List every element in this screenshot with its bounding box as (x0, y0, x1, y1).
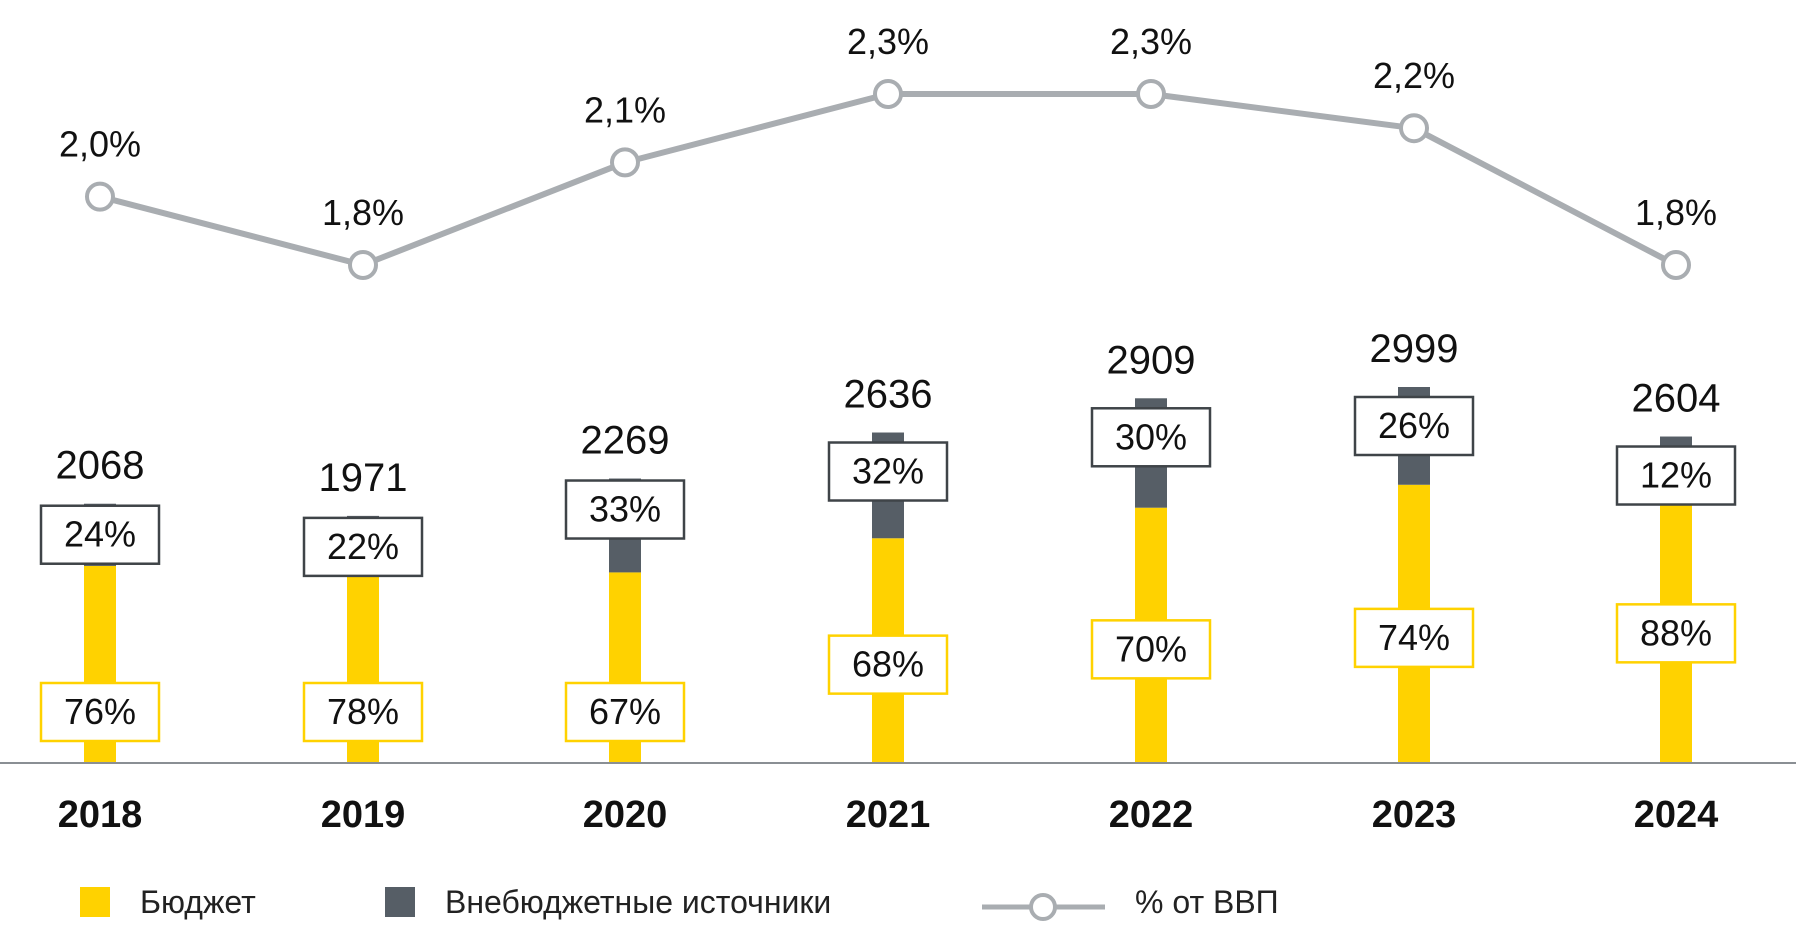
legend-label-budget: Бюджет (140, 884, 256, 920)
legend-swatch-extrabudget (385, 887, 415, 917)
x-tick-2022: 2022 (1109, 794, 1194, 836)
extrabudget-share-label-2023: 26% (1378, 405, 1450, 446)
extrabudget-share-box-2019 (302, 516, 424, 578)
extrabudget-share-box-2022 (1090, 407, 1212, 468)
extrabudget-share-box-2020 (564, 479, 686, 540)
extrabudget-share-label-2019: 22% (327, 526, 399, 567)
total-label-2020: 2269 (581, 419, 670, 463)
gdp-label-2019: 1,8% (322, 192, 404, 233)
budget-share-label-2022: 70% (1115, 628, 1187, 669)
budget-share-label-2021: 68% (852, 644, 924, 685)
budget-share-box-2019 (302, 681, 424, 743)
budget-share-label-2023: 74% (1378, 617, 1450, 658)
x-tick-2020: 2020 (583, 794, 668, 836)
labels-layer: 2068 24% 76% 1971 22% 78% 2269 33% 67% 2636 32% 68%… (39, 327, 1737, 743)
extrabudget-share-box-2021 (827, 441, 949, 502)
total-label-2019: 1971 (319, 456, 408, 500)
x-tick-2019: 2019 (321, 794, 406, 836)
extrabudget-share-label-2020: 33% (589, 489, 661, 530)
extrabudget-share-label-2024: 12% (1640, 455, 1712, 496)
gdp-label-2021: 2,3% (847, 21, 929, 62)
gdp-line-layer: 2,0% 1,8% 2,1% 2,3% 2,3% 2,2% 1,8% (59, 21, 1717, 280)
budget-share-box-2018 (39, 681, 161, 743)
legend-label-extrabudget: Внебюджетные источники (445, 884, 831, 920)
budget-share-label-2024: 88% (1640, 612, 1712, 653)
gdp-point-2024 (1661, 250, 1691, 280)
extrabudget-share-box-2024 (1615, 445, 1737, 506)
legend-marker-gdp (1029, 893, 1057, 921)
total-label-2023: 2999 (1370, 327, 1459, 371)
total-label-2021: 2636 (844, 373, 933, 417)
gdp-line (99, 91, 1678, 268)
gdp-point-2018 (85, 181, 115, 212)
gdp-label-2022: 2,3% (1110, 21, 1192, 62)
gdp-point-2021 (873, 79, 903, 109)
gdp-label-2018: 2,0% (59, 124, 141, 165)
budget-share-label-2018: 76% (64, 691, 136, 732)
gdp-point-2023 (1399, 113, 1429, 144)
budget-share-box-2020 (564, 681, 686, 743)
total-label-2018: 2068 (56, 444, 145, 488)
extrabudget-share-label-2018: 24% (64, 514, 136, 555)
gdp-label-2020: 2,1% (584, 89, 666, 130)
extrabudget-share-label-2021: 32% (852, 451, 924, 492)
gdp-label-2024: 1,8% (1635, 192, 1717, 233)
x-tick-2018: 2018 (58, 794, 143, 836)
extrabudget-share-box-2018 (39, 504, 161, 565)
budget-share-box-2021 (827, 634, 949, 695)
x-axis-ticks: 2018 2019 2020 2021 2022 2023 2024 (58, 794, 1719, 836)
total-label-2022: 2909 (1107, 338, 1196, 382)
gdp-point-2020 (610, 147, 640, 178)
gdp-label-2023: 2,2% (1373, 55, 1455, 96)
legend-label-gdp: % от ВВП (1135, 884, 1279, 920)
x-tick-2024: 2024 (1634, 794, 1719, 836)
legend-swatch-budget (80, 887, 110, 917)
extrabudget-share-label-2022: 30% (1115, 416, 1187, 457)
budget-share-label-2020: 67% (589, 691, 661, 732)
gdp-point-2022 (1136, 79, 1166, 109)
budget-share-box-2023 (1353, 607, 1475, 669)
budget-share-label-2019: 78% (327, 691, 399, 732)
total-label-2024: 2604 (1632, 377, 1721, 421)
extrabudget-share-box-2023 (1353, 395, 1475, 457)
legend: Бюджет Внебюджетные источники % от ВВП (80, 884, 1279, 921)
gdp-point-2019 (348, 250, 378, 280)
x-tick-2023: 2023 (1372, 794, 1457, 836)
budget-share-box-2024 (1615, 603, 1737, 664)
x-tick-2021: 2021 (846, 794, 931, 836)
budget-share-box-2022 (1090, 619, 1212, 680)
